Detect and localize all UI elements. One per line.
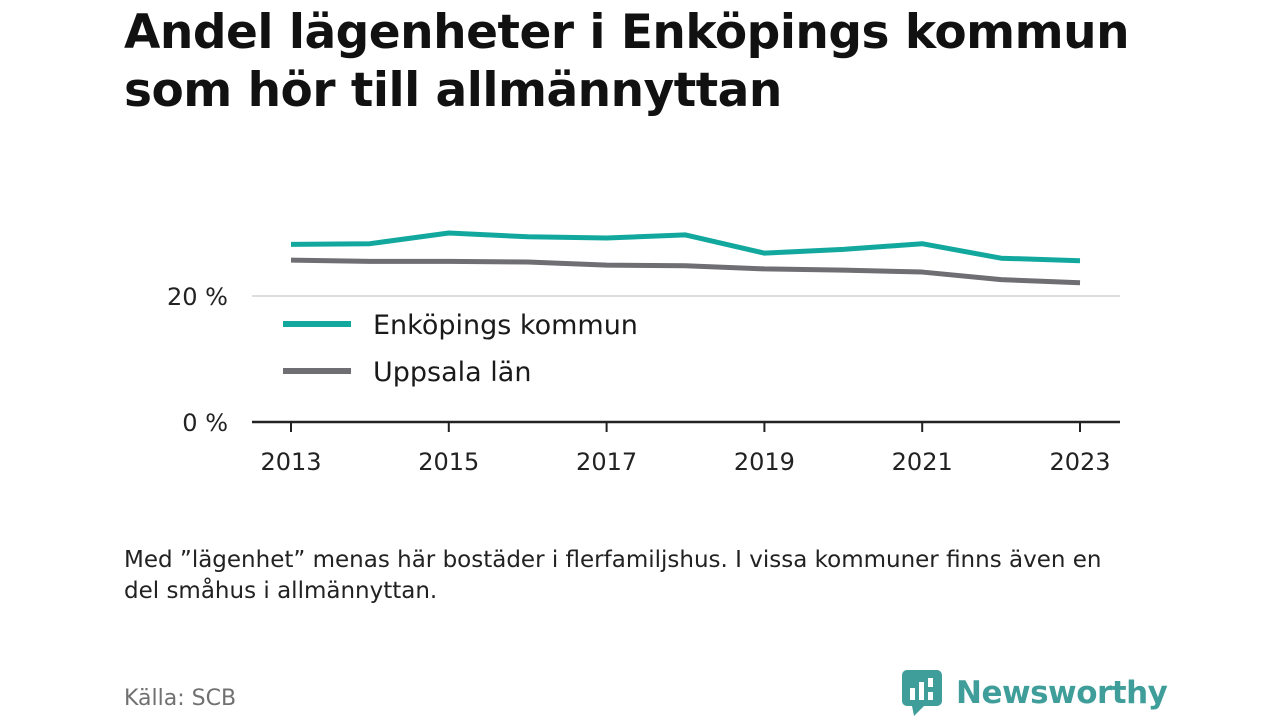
y-tick-label: 20 % [167, 283, 228, 311]
source-label: Källa: SCB [124, 686, 237, 711]
series-lines [290, 230, 1081, 286]
series-line-enkopings-kommun [290, 230, 1081, 264]
x-tick-label: 2015 [418, 448, 479, 476]
chart-title: Andel lägenheter i Enköpings kommun som … [124, 5, 1130, 118]
y-axis-labels: 0 % 20 % [167, 283, 228, 437]
newsworthy-chat-bars-icon [902, 670, 942, 716]
x-tick-label: 2013 [260, 448, 321, 476]
x-tick-label: 2017 [576, 448, 637, 476]
x-tick-label: 2021 [892, 448, 953, 476]
legend: Enköpings kommun Uppsala län [283, 310, 638, 388]
x-axis: 2013 2015 2017 2019 2021 2023 [252, 420, 1120, 476]
x-tick-label: 2019 [734, 448, 795, 476]
x-tick-label: 2023 [1049, 448, 1110, 476]
logo-text: Newsworthy [956, 675, 1168, 711]
series-line-uppsala-lan [290, 257, 1081, 286]
legend-label: Enköpings kommun [373, 310, 638, 341]
chart-note: Med ”lägenhet” menas här bostäder i fler… [124, 547, 1102, 604]
y-tick-label: 0 % [182, 409, 228, 437]
legend-label: Uppsala län [373, 357, 531, 388]
newsworthy-logo: Newsworthy [902, 670, 1168, 716]
